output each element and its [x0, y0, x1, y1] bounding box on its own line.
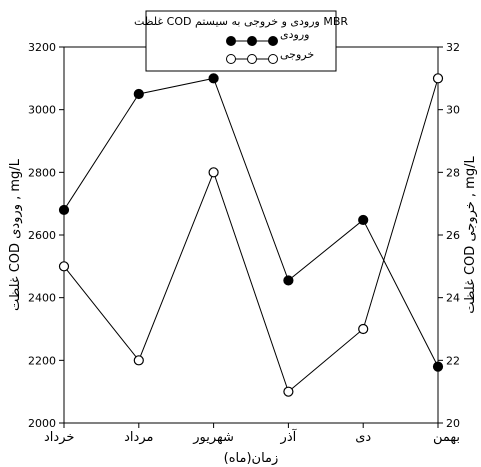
y-left-tick-label: 3000 [28, 104, 56, 117]
x-tick-label: خرداد [44, 430, 74, 445]
series-1-point [58, 261, 70, 272]
legend-marker-outflow [247, 54, 257, 64]
y-axis-right-label: غلظت COD خروجی , mg/L [463, 156, 478, 314]
legend-marker-inflow [247, 36, 257, 46]
chart-title: غلظت COD ورودی و خروجی به سیستم MBR [134, 15, 348, 28]
legend-label-inflow: ورودی [280, 28, 309, 41]
series-0-point [432, 361, 444, 372]
plot-area [63, 46, 439, 424]
x-tick-label: شهریور [192, 430, 234, 445]
series-0-point [133, 88, 144, 100]
y-right-tick-label: 28 [446, 166, 460, 179]
y-right-tick-label: 20 [446, 417, 460, 430]
x-axis: خرداد مرداد شهریور آذر دی بهمن [44, 423, 460, 445]
series-0-point [208, 73, 219, 84]
legend-marker-inflow [268, 36, 278, 46]
series-1-point [358, 323, 369, 335]
y-right-tick-label: 24 [446, 292, 460, 305]
legend-label-outflow: خروجی [280, 48, 314, 61]
series-1-point [208, 167, 219, 178]
legend-marker-outflow [268, 54, 278, 64]
series-0-point [358, 214, 369, 226]
series-0-point [58, 204, 70, 216]
y-left-tick-label: 2600 [28, 229, 56, 242]
y-left-tick-label: 2400 [28, 292, 56, 305]
series-1-point [432, 73, 444, 84]
series-line-1 [63, 78, 439, 393]
y-right-tick-label: 22 [446, 354, 460, 367]
y-right-tick-label: 30 [446, 104, 460, 117]
series-layer [58, 73, 444, 397]
series-0-point [283, 275, 294, 286]
x-tick-label: دی [355, 430, 371, 445]
series-1-point [283, 386, 294, 397]
legend-marker-inflow [226, 36, 236, 46]
y-left-tick-label: 2200 [28, 354, 56, 367]
legend-marker-outflow [226, 54, 236, 64]
right-axis: 20 22 24 26 28 30 32 [438, 41, 460, 430]
y-axis-left-label: غلظت COD ورودی , mg/L [8, 158, 23, 311]
x-axis-label: زمان(ماه) [224, 451, 279, 466]
x-tick-label: مرداد [124, 430, 153, 445]
y-right-tick-label: 32 [446, 41, 460, 54]
x-tick-label: آذر [280, 428, 298, 445]
y-left-tick-label: 2000 [28, 417, 56, 430]
x-tick-label: بهمن [433, 430, 460, 445]
series-1-point [133, 355, 144, 366]
legend: غلظت COD ورودی و خروجی به سیستم MBR ورود… [134, 10, 348, 72]
series-line-0 [63, 77, 439, 367]
left-axis: 2000 2200 2400 2600 2800 3000 3200 [28, 41, 64, 430]
y-right-tick-label: 26 [446, 229, 460, 242]
y-left-tick-label: 3200 [28, 41, 56, 54]
y-left-tick-label: 2800 [28, 166, 56, 179]
